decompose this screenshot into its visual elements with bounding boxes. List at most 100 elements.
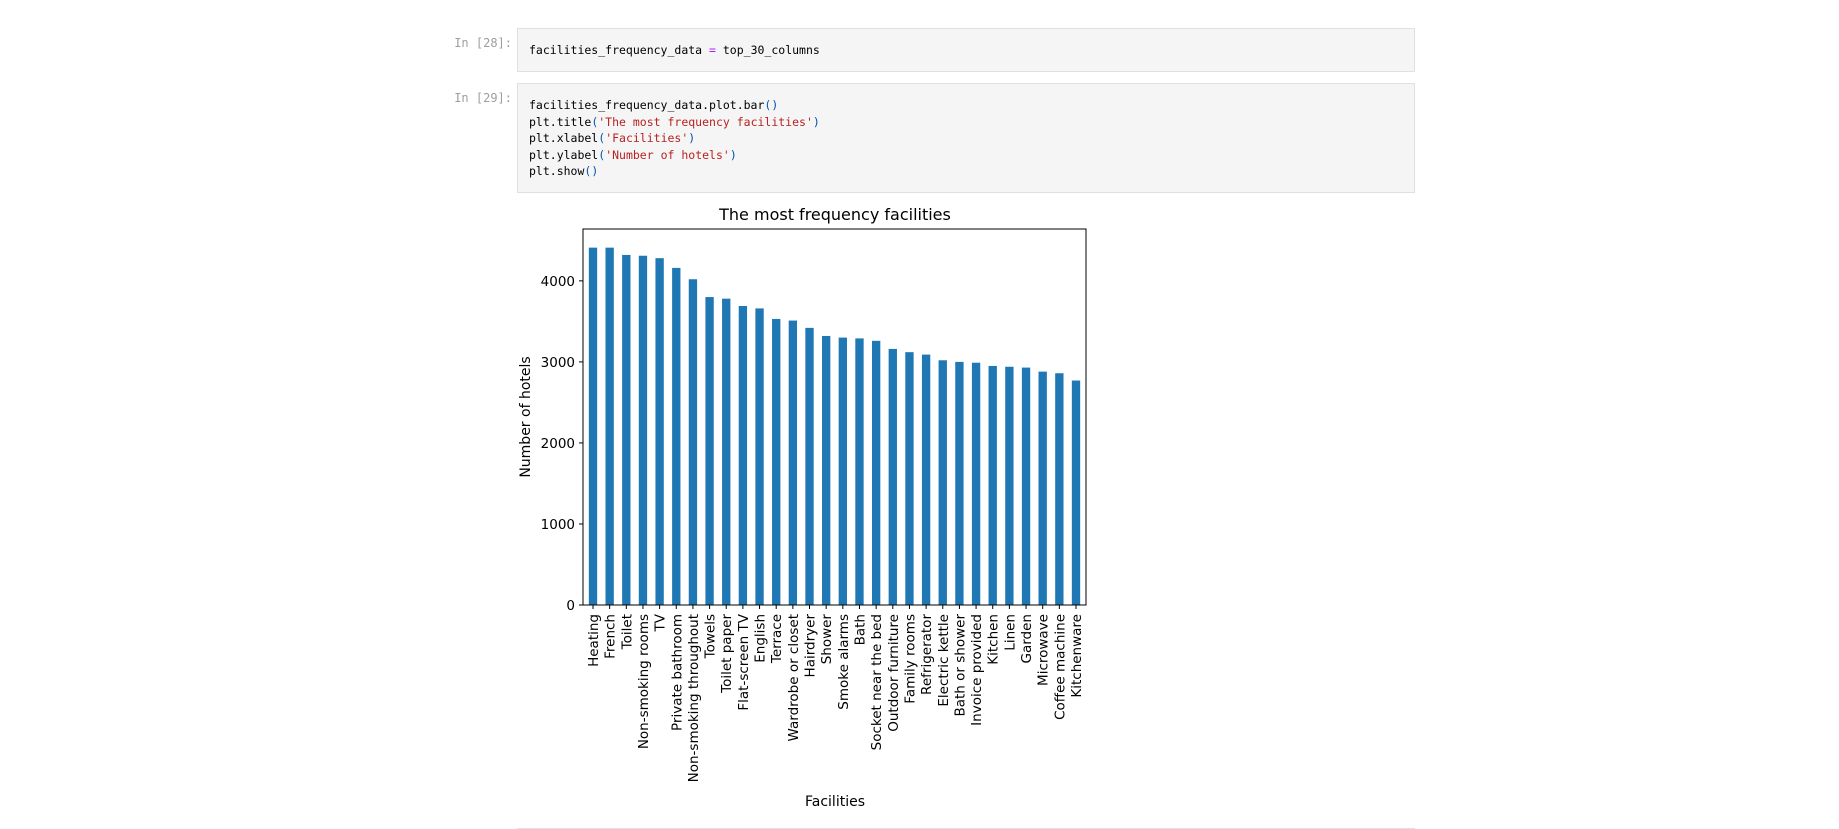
code-line: plt.ylabel('Number of hotels')	[529, 147, 1403, 164]
bar	[1021, 367, 1031, 605]
bar	[788, 320, 798, 605]
x-tick-label: Invoice provided	[969, 614, 985, 726]
code-token: (	[598, 131, 606, 145]
bar	[855, 338, 864, 605]
x-tick-label: Non-smoking rooms	[636, 614, 652, 749]
x-tick-label: Smoke alarms	[836, 614, 852, 710]
plot-frame	[582, 228, 1087, 606]
bar	[638, 255, 648, 606]
x-tick-label: Private bathroom	[669, 614, 685, 731]
x-tick-label: Non-smoking throughout	[686, 614, 702, 782]
code-token: ()	[764, 98, 779, 112]
code-text[interactable]: facilities_frequency_data.plot.bar() plt.…	[518, 84, 1414, 193]
bar	[905, 352, 914, 605]
code-editor[interactable]: facilities_frequency_data.plot.bar() plt.…	[517, 83, 1415, 193]
code-token: plt.xlabel	[529, 131, 599, 145]
x-tick-label: Shower	[819, 614, 835, 665]
bar	[588, 247, 598, 605]
bar	[1071, 380, 1081, 605]
x-tick-label: Coffee machine	[1052, 614, 1068, 720]
bar	[622, 254, 631, 605]
x-tick-label: Bath	[852, 614, 868, 645]
code-token: )	[812, 114, 820, 129]
code-token: top_30_columns	[715, 43, 820, 57]
y-tick-label: 0	[566, 598, 575, 614]
x-tick-label: Heating	[586, 614, 602, 667]
code-token: 'Facilities'	[605, 131, 689, 145]
bar	[605, 247, 614, 605]
bar-chart: The most frequency facilities 0 1000 2000 3…	[518, 205, 1087, 810]
y-tick-label: 2000	[541, 436, 575, 452]
x-tick-label: Terrace	[769, 614, 785, 664]
cell-prompt: In [29]:	[454, 91, 512, 105]
code-token: (	[598, 147, 606, 162]
bar	[1005, 366, 1014, 605]
code-token: 'The most frequency facilities'	[598, 114, 813, 129]
x-tick-label: Kitchen	[986, 614, 1002, 665]
code-text[interactable]: facilities_frequency_data = top_30_colum…	[518, 29, 1414, 72]
x-tick-label: Wardrobe or closet	[786, 614, 802, 742]
x-tick-label: English	[753, 614, 769, 663]
code-line: plt.xlabel('Facilities')	[529, 130, 1403, 147]
x-tick-label: Electric kettle	[936, 614, 952, 707]
bar	[672, 267, 681, 605]
code-token: )	[729, 147, 737, 162]
x-tick-label: Kitchenware	[1069, 614, 1085, 698]
bar	[921, 354, 931, 605]
bar	[655, 258, 664, 605]
x-tick-label: Linen	[1002, 614, 1018, 651]
x-tick-label: Garden	[1019, 614, 1035, 663]
bar	[888, 348, 897, 605]
code-token: (	[591, 114, 599, 129]
bar	[738, 305, 748, 605]
x-axis-label: Facilities	[805, 794, 865, 810]
y-tick-label: 4000	[541, 274, 575, 290]
bar	[1055, 373, 1064, 605]
x-tick-label: Socket near the bed	[869, 614, 885, 750]
x-tick-label: Hairdryer	[803, 614, 819, 678]
bar	[822, 335, 831, 605]
code-line: facilities_frequency_data.plot.bar()	[529, 97, 1403, 114]
bars-group	[588, 247, 1081, 606]
cell-prompt: In [28]:	[454, 36, 512, 50]
code-token: 'Number of hotels'	[605, 147, 730, 162]
bar	[805, 327, 814, 605]
code-token: plt.title	[529, 114, 592, 129]
bar	[705, 297, 714, 605]
bar	[838, 337, 847, 605]
code-editor[interactable]: facilities_frequency_data = top_30_colum…	[517, 28, 1415, 72]
x-tick-label: Bath or shower	[952, 614, 968, 717]
bar	[988, 365, 997, 605]
y-tick-label: 3000	[541, 355, 575, 371]
x-tick-label: Family rooms	[902, 614, 918, 704]
chart-title: The most frequency facilities	[718, 205, 951, 224]
x-tick-label: Microwave	[1036, 614, 1052, 686]
y-axis-label: Number of hotels	[518, 356, 534, 477]
bar	[688, 279, 698, 605]
code-token: plt.show	[529, 164, 585, 178]
x-tick-label: Refrigerator	[919, 614, 935, 695]
code-token: facilities_frequency_data	[529, 43, 710, 57]
x-tick-label: French	[603, 614, 619, 659]
bar	[971, 362, 981, 605]
bar	[871, 340, 881, 605]
code-line: plt.show()	[529, 163, 1403, 180]
code-line: facilities_frequency_data = top_30_colum…	[529, 42, 1403, 59]
x-tick-label: TV	[653, 613, 669, 632]
x-tick-label: Towels	[703, 614, 719, 659]
bar	[722, 298, 731, 605]
x-tick-label: Outdoor furniture	[886, 614, 902, 732]
bar	[1038, 371, 1047, 605]
x-tick-label: Toilet	[619, 614, 635, 650]
code-token: plt.ylabel	[529, 147, 599, 162]
code-cell-29[interactable]: In [29]: facilities_frequency_data.plot.…	[452, 83, 1416, 193]
x-axis: Heating French Toilet Non-smoking rooms TV Pr…	[586, 605, 1085, 782]
code-token: ()	[584, 164, 599, 178]
x-tick-label: Flat-screen TV	[736, 613, 752, 710]
x-tick-label: Toilet paper	[719, 614, 735, 694]
bar	[955, 361, 964, 605]
code-cell-28[interactable]: In [28]: facilities_frequency_data = top…	[452, 28, 1416, 74]
bar	[938, 360, 947, 605]
y-tick-label: 1000	[541, 517, 575, 533]
code-token: =	[709, 43, 716, 57]
